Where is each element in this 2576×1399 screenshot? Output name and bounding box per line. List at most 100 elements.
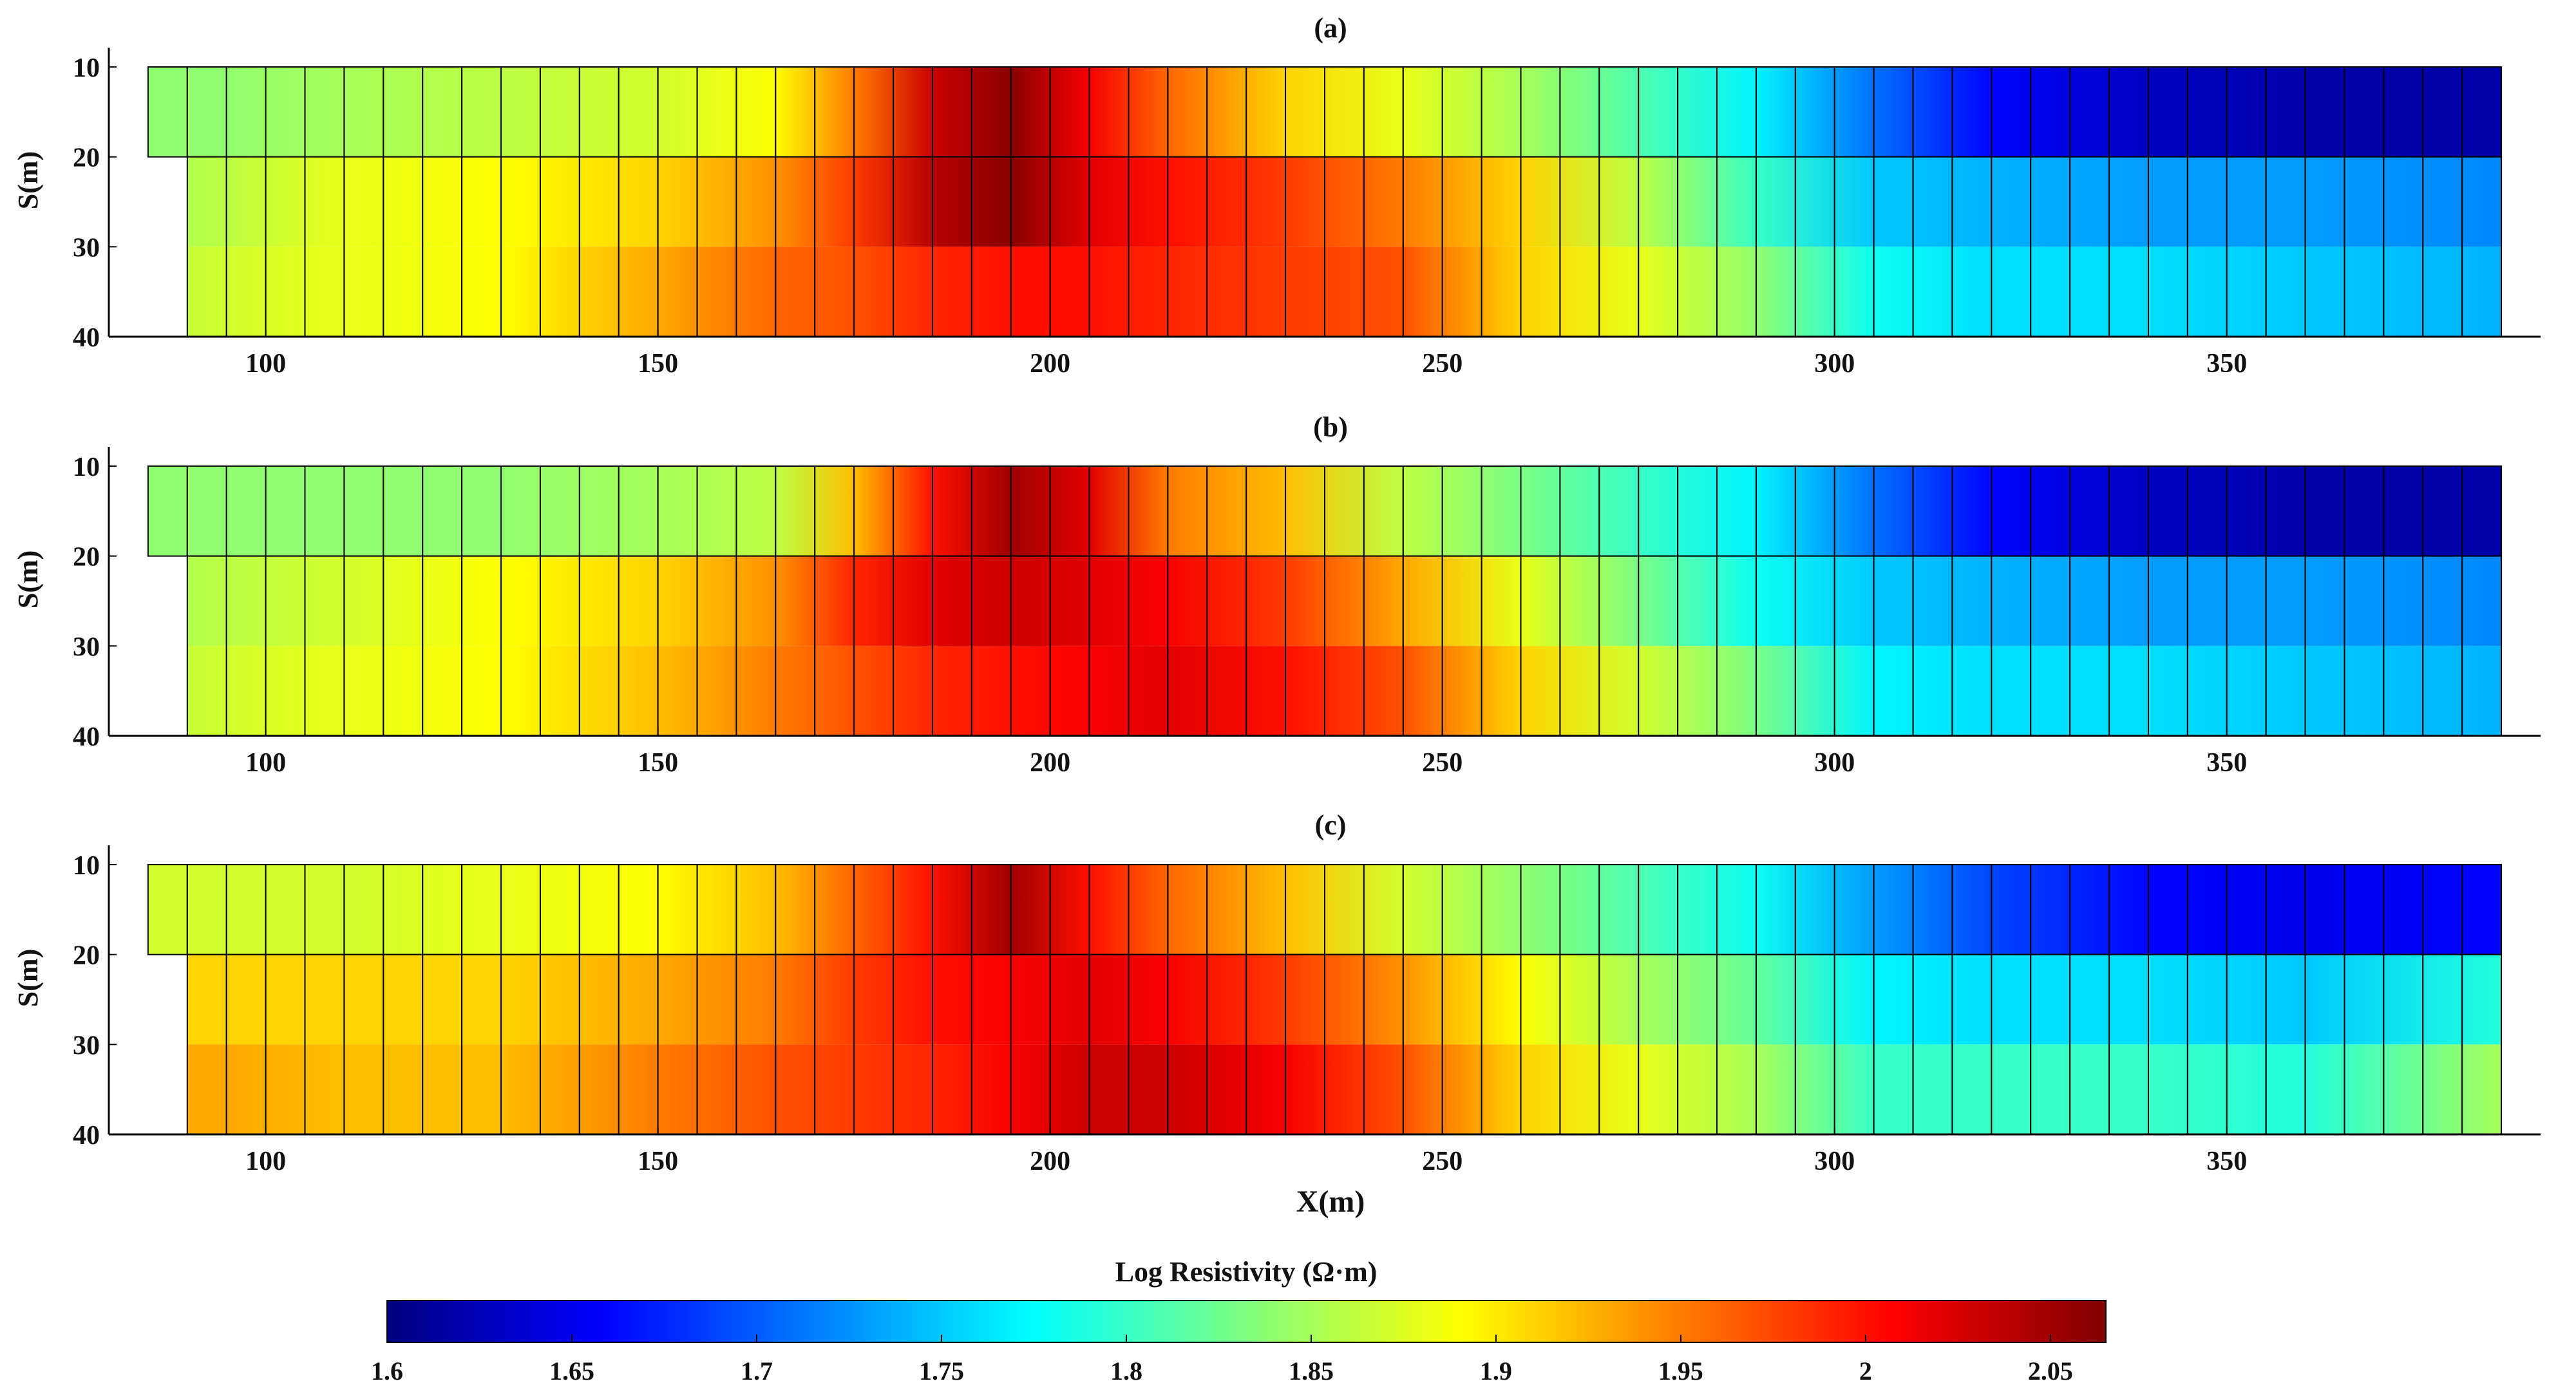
cell: [2344, 66, 2385, 158]
cell: [1049, 66, 1090, 158]
cell-fill-upper: [1207, 954, 1247, 1045]
cell-fill-upper: [1952, 556, 1992, 646]
cell-fill-upper: [1285, 556, 1325, 646]
cell-fill-lower: [736, 247, 776, 337]
cell-fill-lower: [1638, 646, 1678, 736]
cell: [225, 66, 267, 158]
cell-fill-upper: [540, 954, 580, 1045]
cell-fill-lower: [1560, 646, 1600, 736]
cell-fill-upper: [2266, 954, 2306, 1045]
cell: [814, 465, 855, 557]
cell-fill-upper: [1717, 156, 1756, 247]
cell: [1520, 465, 1561, 557]
cell: [1716, 864, 1757, 955]
cell: [971, 465, 1012, 557]
cell: [1755, 465, 1796, 557]
cell-fill-lower: [383, 1044, 423, 1134]
cell-fill-upper: [1481, 156, 1521, 247]
y-tick-label: 20: [73, 543, 100, 572]
cell-fill-lower: [658, 646, 697, 736]
cell-fill-lower: [2266, 646, 2306, 736]
cell-fill-lower: [1207, 1044, 1247, 1134]
cell: [1873, 465, 1914, 557]
cell-fill-upper: [1991, 556, 2031, 646]
cell: [657, 864, 698, 955]
cell: [1991, 864, 2032, 955]
cell: [2265, 66, 2306, 158]
cell: [2226, 465, 2267, 557]
cell-fill-lower: [344, 646, 384, 736]
cell-fill-lower: [1913, 247, 1953, 337]
cell-fill-lower: [618, 1044, 658, 1134]
cell-fill-lower: [1560, 247, 1600, 337]
cell: [2147, 66, 2188, 158]
cell-fill-lower: [2344, 1044, 2384, 1134]
cell: [1324, 66, 1365, 158]
cell: [2030, 66, 2071, 158]
cell: [1481, 465, 1522, 557]
cell: [1128, 864, 1169, 955]
cell-fill-lower: [540, 646, 580, 736]
cell-fill-lower: [1952, 646, 1992, 736]
cell-fill-upper: [1168, 156, 1208, 247]
cell-fill-upper: [1678, 954, 1718, 1045]
cell-fill-upper: [305, 156, 345, 247]
cell-fill-lower: [736, 646, 776, 736]
cell-fill-lower: [1246, 646, 1286, 736]
y-tick-label: 10: [73, 53, 100, 83]
cell: [578, 864, 620, 955]
cell-fill-upper: [1325, 156, 1364, 247]
cell-fill-lower: [1599, 247, 1639, 337]
cell-fill-upper: [265, 156, 305, 247]
cell-fill-upper: [971, 156, 1011, 247]
x-tick-label: 150: [638, 349, 678, 379]
cell-fill-upper: [383, 156, 423, 247]
panel-title: (b): [1313, 411, 1348, 443]
cell-fill-upper: [1363, 156, 1403, 247]
cell: [147, 465, 188, 557]
cell: [735, 465, 777, 557]
cell-fill-lower: [501, 646, 540, 736]
cell-fill-lower: [2187, 646, 2227, 736]
panel-title: (c): [1315, 809, 1347, 841]
cell: [2304, 66, 2345, 158]
cell: [1912, 66, 1953, 158]
cell-fill-upper: [1010, 556, 1050, 646]
x-tick-label: 350: [2206, 748, 2247, 778]
colorbar-ticks: 1.6 1.65 1.7 1.75 1.8 1.85 1.9 1.95 2 2.05: [371, 1335, 2073, 1385]
cell: [147, 864, 188, 955]
cell-fill-upper: [501, 954, 540, 1045]
cell: [1010, 864, 1051, 955]
cell-fill-lower: [815, 646, 855, 736]
cell-fill-lower: [1128, 1044, 1168, 1134]
cell: [2226, 66, 2267, 158]
cell-fill-upper: [1991, 954, 2031, 1045]
cell: [2461, 465, 2503, 557]
cell: [2226, 864, 2267, 955]
colorbar-tick-label: 1.8: [1110, 1357, 1142, 1385]
x-tick-label: 200: [1030, 748, 1070, 778]
cell-fill-lower: [775, 247, 815, 337]
cell: [1088, 864, 1130, 955]
cell-fill-upper: [1325, 954, 1364, 1045]
cell-fill-upper: [1834, 156, 1874, 247]
cell-fill-upper: [1560, 556, 1600, 646]
cell-fill-upper: [1403, 156, 1443, 247]
cell-fill-lower: [1481, 646, 1521, 736]
cell-fill-lower: [1638, 1044, 1678, 1134]
cell: [1481, 864, 1522, 955]
cell-fill-upper: [1363, 556, 1403, 646]
cell: [461, 66, 502, 158]
cell: [461, 465, 502, 557]
cell: [618, 864, 659, 955]
cell-fill-lower: [2266, 247, 2306, 337]
cell-fill-lower: [1991, 1044, 2031, 1134]
cell-fill-lower: [775, 646, 815, 736]
cell: [1128, 465, 1169, 557]
cell-fill-upper: [1717, 556, 1756, 646]
cell-fill-lower: [2462, 646, 2502, 736]
cell: [1206, 66, 1247, 158]
cell: [775, 66, 816, 158]
x-tick-label: 250: [1422, 349, 1463, 379]
cell-fill-upper: [2423, 556, 2463, 646]
